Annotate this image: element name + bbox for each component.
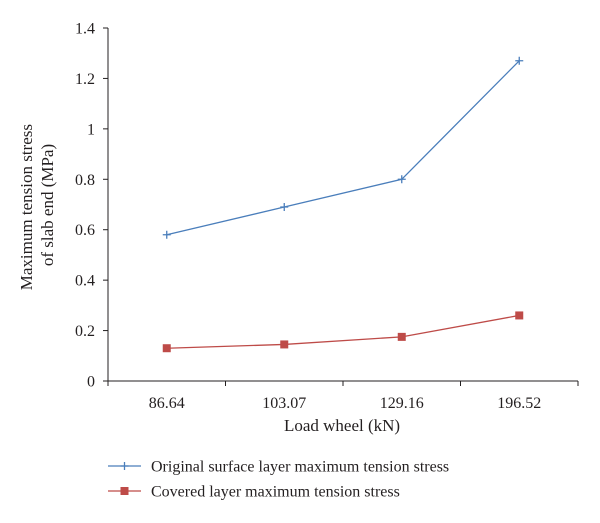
x-tick-labels: 86.64 103.07 129.16 196.52 — [149, 395, 542, 412]
y-tick-label: 1.2 — [75, 71, 95, 88]
y-tick-labels: 0 0.2 0.4 0.6 0.8 1 1.2 1.4 — [75, 21, 95, 391]
data-point-square — [162, 344, 171, 353]
series-layer — [162, 56, 524, 353]
x-axis-label: Load wheel (kN) — [284, 416, 400, 435]
y-tick-label: 0 — [87, 374, 95, 391]
y-tick-label: 0.4 — [75, 273, 95, 290]
y-tick-label: 1 — [87, 121, 95, 138]
y-axis-label-line-2: of slab end (MPa) — [38, 144, 57, 266]
y-tick-label: 0.8 — [75, 172, 95, 189]
y-tick-label: 0.2 — [75, 323, 95, 340]
legend-item-original: Original surface layer maximum tension s… — [108, 459, 449, 476]
data-point-plus — [280, 203, 289, 212]
y-axis-label: Maximum tension stress of slab end (MPa) — [17, 120, 57, 290]
x-tick-label: 196.52 — [497, 395, 541, 412]
data-point-square — [515, 311, 524, 320]
series-line-1 — [166, 60, 520, 236]
data-point-plus — [397, 175, 406, 184]
legend: Original surface layer maximum tension s… — [108, 459, 449, 501]
data-point-square — [280, 340, 289, 349]
legend-marker-square — [120, 487, 129, 495]
axes — [103, 27, 579, 386]
legend-label-original: Original surface layer maximum tension s… — [151, 459, 449, 476]
legend-item-covered: Covered layer maximum tension stress — [108, 484, 400, 501]
x-tick-label: 129.16 — [380, 395, 424, 412]
data-point-plus — [162, 230, 171, 239]
y-axis-label-line-1: Maximum tension stress — [17, 124, 36, 290]
y-tick-label: 1.4 — [75, 21, 95, 38]
legend-marker-plus — [120, 462, 129, 470]
series-line-2 — [166, 314, 520, 349]
x-tick-label: 86.64 — [149, 395, 185, 412]
data-point-plus — [515, 56, 524, 65]
legend-label-covered: Covered layer maximum tension stress — [151, 484, 400, 501]
x-tick-label: 103.07 — [262, 395, 306, 412]
data-point-square — [397, 332, 406, 341]
y-tick-label: 0.6 — [75, 222, 95, 239]
